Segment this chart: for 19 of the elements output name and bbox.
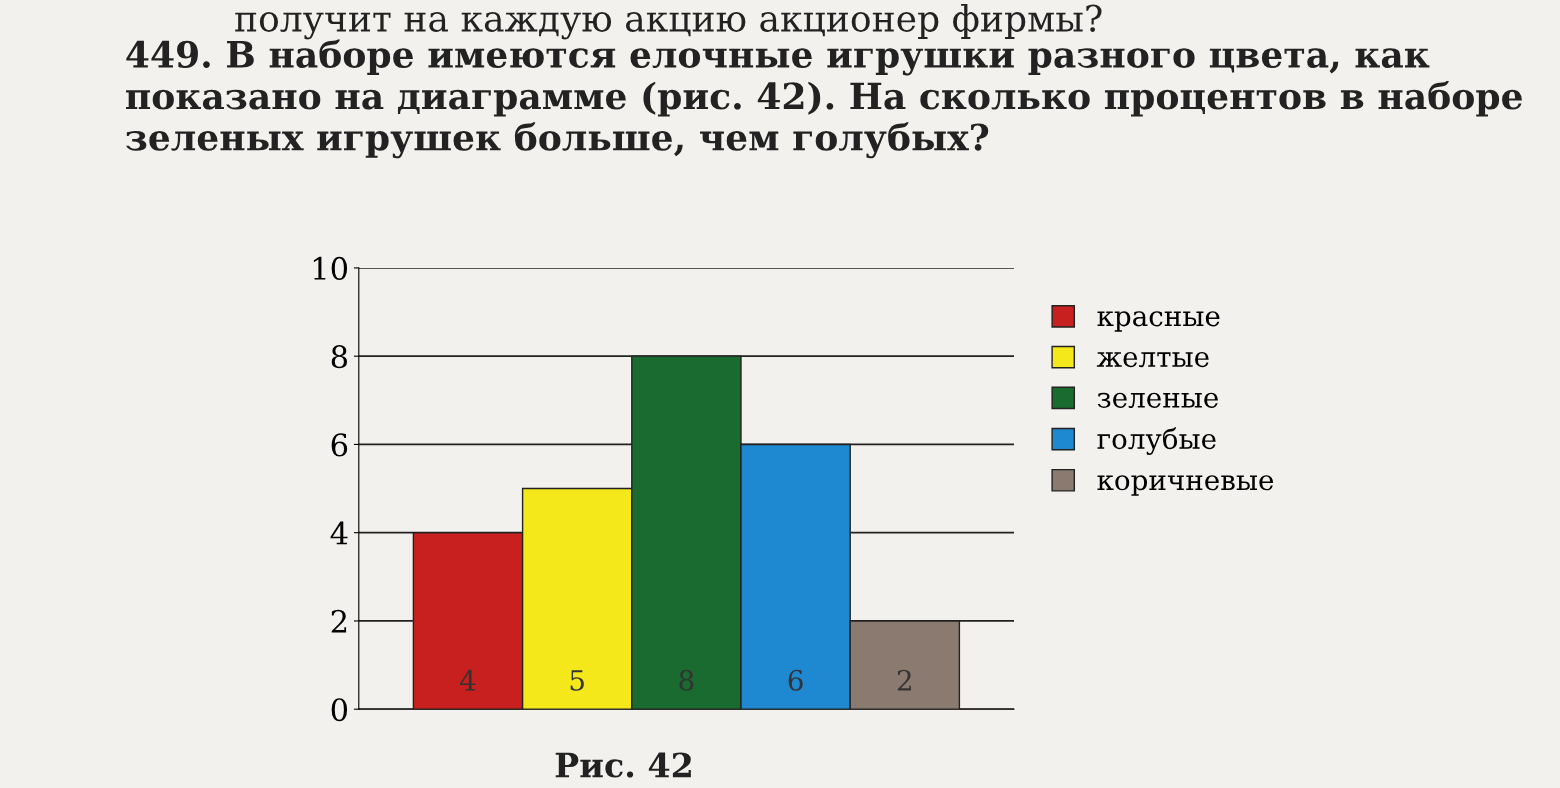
text: получит на каждую акцию акционер фирмы?: [235, 3, 1102, 40]
legend-label: зеленые: [1097, 392, 1218, 408]
data-label: 2: [897, 669, 911, 691]
legend-label: желтые: [1096, 351, 1209, 368]
data-label: 8: [679, 669, 694, 691]
data-label: 5: [570, 670, 584, 691]
legend-label: коричневые: [1097, 475, 1274, 496]
text: Рис. 42: [555, 752, 691, 778]
y-tick-label: 4: [330, 521, 348, 545]
chart-title: 449. В наборе имеются елочные игрушки разного цвета, как показано на диаграмме (рис. 42). На сколько процентов в наборе зеленых игрушек больше, чем голубых?: [126, 39, 1522, 159]
y-tick-label: 2: [331, 609, 347, 633]
legend-label: голубые: [1097, 427, 1216, 455]
data-label: 6: [788, 669, 803, 691]
legend-label: красные: [1097, 311, 1220, 332]
data-label: 4: [460, 669, 476, 691]
y-tick-label: 8: [331, 345, 348, 369]
y-tick-label: 10: [313, 256, 348, 280]
y-tick-label: 0: [331, 698, 348, 722]
y-tick-label: 6: [331, 433, 348, 457]
